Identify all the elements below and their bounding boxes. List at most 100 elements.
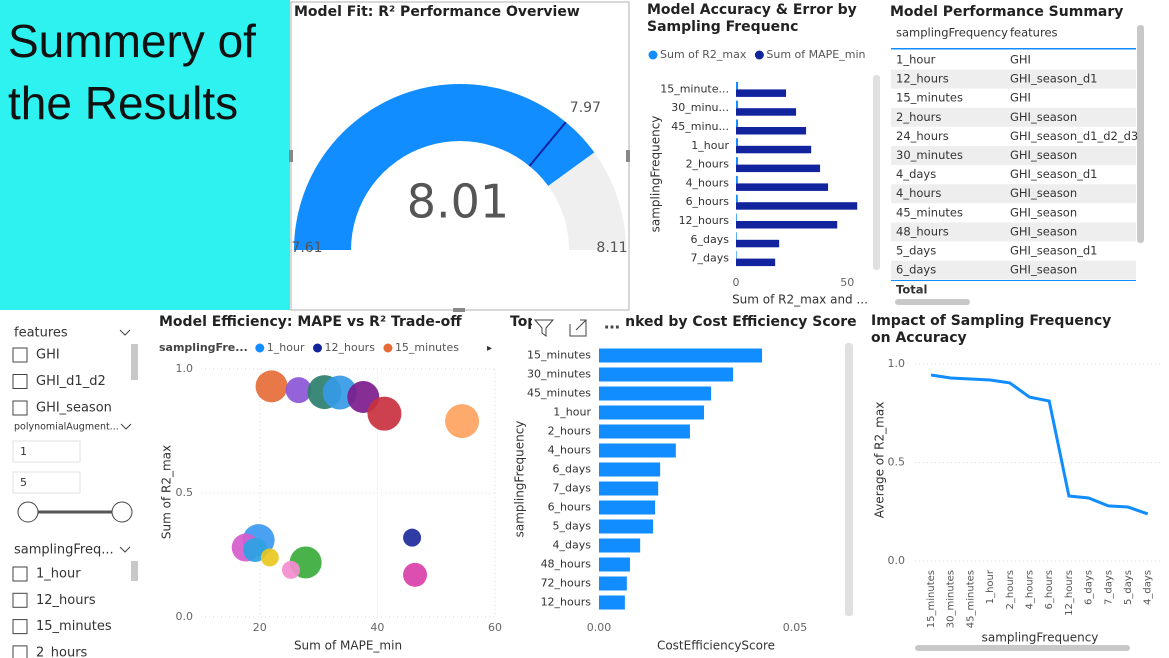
bubble	[281, 560, 300, 579]
checkbox[interactable]	[12, 374, 28, 389]
filter-icon[interactable]	[533, 319, 555, 337]
scrollbar[interactable]	[915, 645, 1130, 651]
slicer-title: features	[14, 326, 68, 341]
chart-title: Model Efficiency: MAPE vs R² Trade-off	[159, 314, 462, 330]
range-value: 5	[20, 476, 27, 489]
gauge-min: 7.61	[291, 240, 322, 256]
y-tick-label: 72_hours	[541, 577, 592, 590]
y-tick-label: 1.0	[176, 362, 194, 375]
checkbox[interactable]	[12, 619, 28, 635]
slicer-item[interactable]: 15_minutes	[36, 619, 112, 634]
y-tick-label: 5_days	[553, 520, 592, 533]
x-tick-label: 6_hours	[1044, 570, 1055, 609]
slicer-item[interactable]: GHI_d1_d2	[36, 374, 106, 389]
y-tick-label: 0.0	[176, 610, 194, 623]
table-cell: 45_minutes	[896, 205, 963, 219]
range-input[interactable]	[12, 471, 81, 494]
bar	[736, 213, 737, 221]
slicer-item[interactable]: 12_hours	[36, 593, 96, 608]
checkbox[interactable]	[12, 645, 28, 658]
bubble	[367, 396, 402, 431]
table-cell: GHI_season	[1010, 186, 1077, 200]
gauge-target-label: 7.97	[570, 100, 601, 116]
slicer-item[interactable]: 2_hours	[36, 645, 88, 658]
y-tick-label: 1.0	[888, 357, 906, 370]
row-band	[891, 184, 1136, 204]
y-axis-title: samplingFrequency	[649, 116, 663, 233]
slicer-item[interactable]: 1_hour	[36, 567, 81, 582]
dropdown-chevron[interactable]	[120, 423, 132, 430]
dropdown-chevron[interactable]	[119, 546, 131, 553]
dropdown-chevron[interactable]	[119, 329, 131, 336]
legend-marker	[648, 50, 658, 60]
table-cell: 4_days	[896, 167, 936, 181]
x-tick-label: 6_days	[1084, 570, 1095, 605]
x-axis-title: CostEfficiencyScore	[657, 639, 775, 653]
bar	[599, 519, 654, 534]
bar	[736, 183, 829, 191]
slicer-item[interactable]: GHI	[36, 348, 60, 363]
x-tick-label: 7_days	[1103, 570, 1114, 605]
table-cell: GHI_season_d1	[1010, 167, 1098, 181]
table-cell: GHI_season_d1	[1010, 72, 1098, 86]
table-cell: GHI	[1010, 53, 1031, 67]
bar	[736, 119, 739, 127]
scrollbar[interactable]	[873, 75, 880, 270]
title-box-text: Summery of the Results	[8, 15, 256, 129]
table-title: Model Performance Summary	[890, 4, 1123, 20]
legend-label: Sum of MAPE_min	[766, 48, 865, 61]
row-band	[891, 146, 1136, 165]
range-handle[interactable]	[111, 501, 133, 523]
row-band	[891, 222, 1136, 242]
checkbox[interactable]	[12, 347, 28, 363]
y-tick-label: 4_hours	[548, 444, 592, 457]
focus-icon[interactable]	[569, 319, 587, 337]
slicer-item[interactable]: GHI_season	[36, 401, 112, 416]
x-tick-label: 15_minutes	[926, 570, 937, 628]
checkbox[interactable]	[12, 566, 28, 582]
scrollbar[interactable]	[1137, 25, 1144, 243]
x-tick-label: 0	[733, 276, 740, 289]
bar	[599, 538, 641, 553]
legend-marker	[383, 343, 393, 353]
bar	[599, 386, 712, 401]
table-cell: GHI_season	[1010, 224, 1077, 238]
y-tick-label: 48_hours	[541, 558, 592, 571]
legend-marker	[255, 343, 265, 353]
more-options[interactable]: …	[604, 314, 620, 333]
bar	[736, 239, 780, 248]
y-tick-label: 6_days	[553, 463, 592, 476]
title-line: the Results	[8, 77, 239, 129]
table-cell: GHI_season	[1010, 110, 1077, 124]
y-tick-label: 6_days	[691, 233, 730, 246]
y-axis-title: samplingFrequency	[513, 421, 527, 538]
scrollbar[interactable]	[131, 344, 138, 380]
x-tick-label: 0.05	[783, 621, 808, 634]
table-cell: 15_minutes	[896, 91, 963, 105]
y-tick-label: 0.0	[888, 554, 906, 567]
x-tick-label: 1_hour	[985, 569, 996, 604]
total-rule	[891, 280, 1136, 281]
legend-next[interactable]: ▸	[487, 343, 492, 354]
scrollbar[interactable]	[845, 343, 853, 616]
bar	[599, 576, 627, 591]
y-tick-label: 6_hours	[548, 501, 592, 514]
table-cell: 12_hours	[896, 72, 949, 86]
bar	[736, 202, 858, 210]
x-tick-label: 4_days	[1143, 570, 1154, 605]
range-handle[interactable]	[17, 501, 39, 523]
range-input[interactable]	[12, 440, 81, 463]
checkbox[interactable]	[12, 400, 28, 416]
title-box	[0, 0, 290, 310]
resize-handle	[289, 150, 293, 162]
bar	[736, 251, 737, 259]
legend-title: samplingFre...	[159, 341, 248, 354]
scrollbar[interactable]	[895, 299, 970, 305]
line	[930, 373, 1149, 516]
scrollbar[interactable]	[131, 561, 138, 581]
legend-label: 12_hours	[325, 341, 376, 354]
chart-title: Top	[510, 314, 537, 330]
y-tick-label: 15_minute...	[660, 82, 729, 95]
checkbox[interactable]	[12, 592, 28, 608]
